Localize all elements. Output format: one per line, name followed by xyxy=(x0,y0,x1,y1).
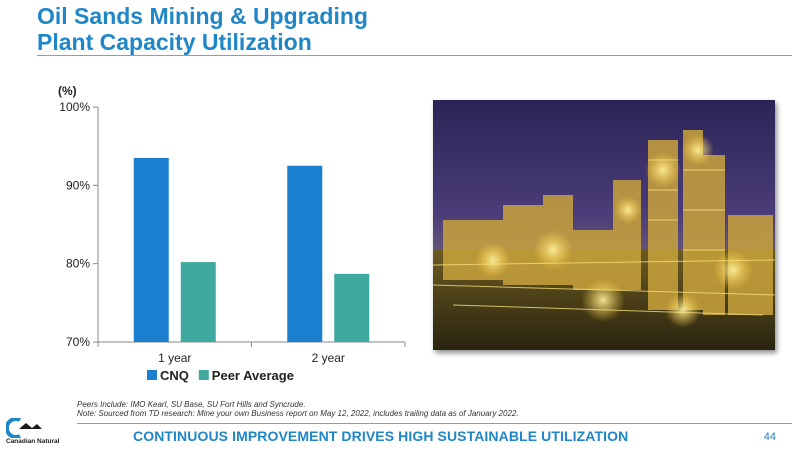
oil-sands-plant-night-photo xyxy=(433,100,775,350)
y-tick-label: 90% xyxy=(66,178,90,192)
legend-swatch xyxy=(198,370,209,380)
bar-peer-average xyxy=(180,262,216,342)
utilization-bar-chart: (%) 70% 80% 90% 100% 1 year 2 year CNQ Peer Aver… xyxy=(58,84,406,383)
x-tick-label: 2 year xyxy=(312,351,345,365)
title-line-1: Oil Sands Mining & Upgrading xyxy=(37,3,368,29)
y-axis-unit-label: (%) xyxy=(58,84,77,98)
legend-label: Peer Average xyxy=(212,368,294,383)
y-tick-label: 100% xyxy=(59,100,90,114)
page-number: 44 xyxy=(763,431,776,443)
footnote-peers: Peers Include: IMO Kearl, SU Base, SU Fo… xyxy=(77,400,306,409)
bar-cnq xyxy=(287,165,323,342)
bar-peer-average xyxy=(334,273,370,342)
footer-tagline: CONTINUOUS IMPROVEMENT DRIVES HIGH SUSTA… xyxy=(133,428,629,444)
title-line-2: Plant Capacity Utilization xyxy=(37,29,312,55)
title-divider xyxy=(37,55,792,56)
legend-swatch xyxy=(147,370,157,380)
legend-label: CNQ xyxy=(160,368,189,383)
bar-cnq xyxy=(133,157,169,342)
y-tick-label: 80% xyxy=(66,257,90,271)
logo-text: Canadian Natural xyxy=(6,438,60,445)
slide-title: Oil Sands Mining & Upgrading Plant Capac… xyxy=(37,3,368,55)
logo-mark-icon xyxy=(4,417,42,439)
footnote-source: Note: Sourced from TD research: Mine you… xyxy=(77,409,519,418)
footer-divider xyxy=(77,423,792,424)
x-tick-label: 1 year xyxy=(158,351,191,365)
canadian-natural-logo: Canadian Natural xyxy=(4,417,70,448)
y-tick-label: 70% xyxy=(66,335,90,349)
footnotes: Peers Include: IMO Kearl, SU Base, SU Fo… xyxy=(77,400,519,418)
